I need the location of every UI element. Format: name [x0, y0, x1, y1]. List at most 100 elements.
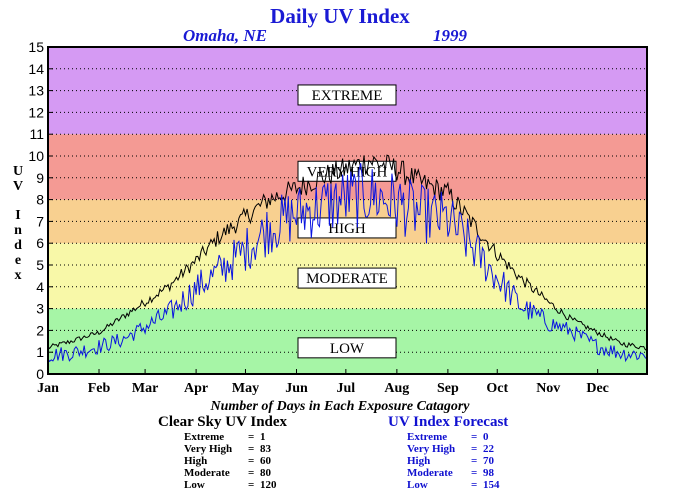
y-tick-label: 2 [36, 322, 44, 338]
series-lines [47, 154, 648, 363]
clear-sky-stat-row-equals: = [248, 467, 255, 479]
forecast-stat-row-name: Low [407, 479, 428, 491]
stats-caption: Number of Days in Each Exposure Catagory [210, 399, 470, 414]
forecast-stats-title: UV Index Forecast [388, 414, 509, 430]
x-tick-label-sep: Sep [437, 381, 459, 396]
band-label-box [297, 267, 397, 289]
forecast-stat-row-equals: = [471, 431, 478, 443]
y-axis-label-char: x [15, 268, 22, 283]
x-axis-months: Jan Feb Mar Apr May Jun Jul Aug Sep Oct Nov Dec [37, 369, 609, 396]
forecast-stat-row: Very High = 22 [407, 443, 508, 455]
x-tick-label-may: May [232, 381, 259, 396]
y-axis-label-char: U [13, 164, 23, 179]
y-axis-label-char: e [15, 253, 21, 268]
y-tick-label: 8 [36, 192, 44, 208]
forecast-stat-row-value: 70 [483, 455, 494, 467]
forecast-stat-row-value: 98 [483, 467, 494, 479]
y-tick-label: 1 [36, 344, 44, 360]
y-axis-label-char: n [14, 223, 22, 238]
y-tick-label: 7 [36, 213, 44, 229]
y-tick-label: 13 [28, 83, 44, 99]
forecast-line [47, 163, 648, 363]
y-axis-label-char: V [13, 179, 23, 194]
forecast-stat-row-name: Moderate [407, 467, 453, 479]
forecast-stat-row-value: 154 [483, 479, 500, 491]
band-label-moderate: MODERATE [306, 271, 388, 287]
clear-sky-stat-row-equals: = [248, 443, 255, 455]
band-label-low: LOW [330, 341, 365, 357]
clear-sky-stat-row-value: 120 [260, 479, 277, 491]
forecast-stat-row-name: High [407, 455, 431, 467]
y-tick-label: 3 [36, 301, 44, 317]
clear-sky-stats: Clear Sky UV Index Extreme = 1 Very High = 83… [158, 414, 287, 491]
clear-sky-stat-row: Extreme = 1 [184, 431, 287, 443]
x-tick-label-feb: Feb [88, 381, 111, 396]
clear-sky-stat-row-value: 83 [260, 443, 271, 455]
y-tick-label: 5 [36, 257, 44, 273]
y-tick-label: 6 [36, 235, 44, 251]
band-label-extreme: EXTREME [312, 88, 383, 104]
forecast-stat-row: Moderate = 98 [407, 467, 508, 479]
clear-sky-stat-row-equals: = [248, 431, 255, 443]
forecast-stat-row-name: Extreme [407, 431, 448, 443]
x-tick-label-apr: Apr [184, 381, 208, 396]
y-tick-label: 0 [36, 366, 44, 382]
clear-sky-stat-row: Moderate = 80 [184, 467, 287, 479]
y-tick-label: 9 [36, 170, 44, 186]
clear-sky-stat-row-value: 80 [260, 467, 271, 479]
x-tick-label-dec: Dec [586, 381, 609, 396]
x-tick-label-jun: Jun [285, 381, 308, 396]
clear-sky-stat-row-name: High [184, 455, 208, 467]
clear-sky-stat-row-name: Extreme [184, 431, 225, 443]
band-label-box [297, 84, 397, 106]
clear-sky-stats-rows: Extreme = 1 Very High = 83 High = 60 Moderate = 80 L… [184, 431, 287, 491]
clear-sky-stats-title: Clear Sky UV Index [158, 414, 288, 430]
x-tick-label-nov: Nov [536, 381, 560, 396]
forecast-stat-row-name: Very High [407, 443, 456, 455]
y-tick-label: 11 [29, 126, 44, 142]
y-tick-label: 14 [28, 61, 44, 77]
forecast-stat-row-equals: = [471, 455, 478, 467]
plot-frame [47, 46, 648, 375]
clear-sky-line [47, 154, 648, 351]
clear-sky-stat-row: High = 60 [184, 455, 287, 467]
clear-sky-stat-row-name: Low [184, 479, 205, 491]
chart-title: Daily UV Index [270, 4, 410, 28]
x-tick-label-oct: Oct [486, 381, 508, 396]
chart-year: 1999 [433, 26, 468, 45]
x-tick-label-jan: Jan [37, 381, 59, 396]
clear-sky-stat-row-name: Moderate [184, 467, 230, 479]
forecast-stats-rows: Extreme = 0 Very High = 22 High = 70 Moderate = 98 L… [407, 431, 508, 491]
y-tick-label: 15 [28, 39, 44, 55]
y-axis-label-char: d [14, 238, 22, 253]
clear-sky-stat-row-value: 60 [260, 455, 271, 467]
clear-sky-stat-row: Very High = 83 [184, 443, 287, 455]
forecast-stat-row-equals: = [471, 467, 478, 479]
forecast-stat-row: Low = 154 [407, 479, 508, 491]
forecast-stat-row-value: 22 [483, 443, 494, 455]
forecast-stat-row: Extreme = 0 [407, 431, 508, 443]
clear-sky-stat-row-name: Very High [184, 443, 233, 455]
forecast-stat-row-value: 0 [483, 431, 489, 443]
clear-sky-stat-row-value: 1 [260, 431, 266, 443]
y-tick-label: 10 [28, 148, 44, 164]
forecast-stat-row: High = 70 [407, 455, 508, 467]
x-tick-label-aug: Aug [384, 381, 409, 396]
band-label-box [297, 337, 397, 359]
band-label-box [297, 217, 397, 239]
band-label-high: HIGH [328, 221, 366, 237]
x-tick-label-mar: Mar [132, 381, 158, 396]
y-tick-label: 4 [36, 279, 44, 295]
forecast-stat-row-equals: = [471, 479, 478, 491]
clear-sky-stat-row: Low = 120 [184, 479, 287, 491]
y-axis-label-char: I [15, 208, 20, 223]
y-tick-label: 12 [28, 104, 44, 120]
clear-sky-stat-row-equals: = [248, 455, 255, 467]
forecast-stat-row-equals: = [471, 443, 478, 455]
clear-sky-stat-row-equals: = [248, 479, 255, 491]
chart-location: Omaha, NE [183, 26, 267, 45]
x-tick-label-jul: Jul [337, 381, 356, 396]
uv-chart: Daily UV Index Omaha, NE 1999 LOW MODERAT… [13, 4, 648, 396]
